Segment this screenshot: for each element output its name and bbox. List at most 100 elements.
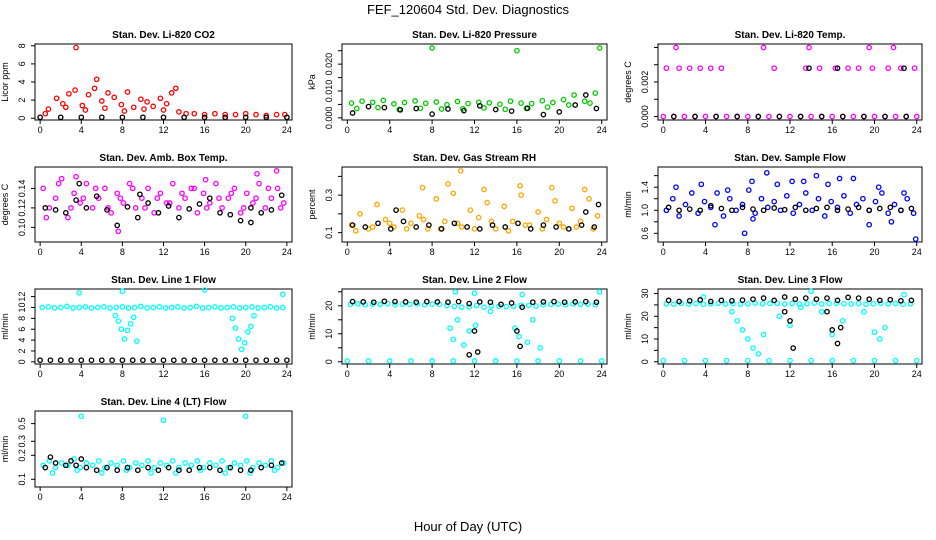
data-point bbox=[834, 207, 841, 214]
data-point bbox=[702, 113, 709, 120]
data-point bbox=[533, 303, 539, 309]
data-point bbox=[551, 298, 557, 305]
data-point bbox=[426, 222, 432, 228]
x-tick-label: 4 bbox=[387, 125, 392, 135]
data-point bbox=[707, 65, 714, 72]
x-tick-label: 4 bbox=[703, 247, 708, 257]
data-point bbox=[730, 300, 736, 307]
data-point bbox=[393, 207, 399, 213]
x-tick-label: 8 bbox=[745, 369, 750, 379]
data-point bbox=[82, 107, 89, 113]
data-series bbox=[665, 294, 915, 351]
data-point bbox=[676, 207, 682, 214]
data-point bbox=[540, 301, 547, 308]
data-point bbox=[43, 214, 50, 221]
data-point bbox=[508, 300, 515, 306]
data-point bbox=[663, 65, 670, 72]
data-point bbox=[815, 195, 822, 202]
x-tick-label: 20 bbox=[241, 492, 251, 502]
y-tick-label: 12 bbox=[17, 292, 27, 302]
data-point bbox=[789, 300, 795, 307]
chart-panel: Stan. Dev. Li-820 Temp. degrees C 0 4 8 12 16 2… bbox=[623, 30, 923, 135]
data-point bbox=[665, 204, 672, 211]
data-point bbox=[419, 184, 426, 191]
data-point bbox=[191, 357, 198, 364]
data-point bbox=[866, 207, 873, 214]
y-tick-label: 0 bbox=[17, 116, 27, 121]
data-point bbox=[93, 193, 100, 200]
data-point bbox=[253, 195, 259, 202]
data-point bbox=[876, 297, 883, 304]
data-point bbox=[187, 304, 194, 311]
x-tick-label: 12 bbox=[785, 125, 795, 135]
data-point bbox=[232, 357, 239, 364]
data-point bbox=[471, 328, 478, 334]
data-point bbox=[52, 207, 59, 213]
data-point bbox=[688, 190, 695, 196]
panel-title: Stan. Dev. Line 4 (LT) Flow bbox=[101, 397, 227, 408]
data-point bbox=[879, 190, 885, 196]
data-point bbox=[166, 200, 173, 206]
y-tick-label: 20 bbox=[640, 311, 650, 321]
data-point bbox=[182, 460, 188, 466]
data-point bbox=[262, 205, 269, 211]
data-point bbox=[911, 65, 918, 72]
data-point bbox=[850, 175, 857, 182]
data-point bbox=[114, 222, 121, 229]
x-tick-label: 12 bbox=[469, 369, 479, 379]
data-point bbox=[829, 327, 836, 333]
data-point bbox=[836, 175, 843, 182]
data-point bbox=[386, 220, 393, 227]
data-point bbox=[255, 305, 261, 311]
data-point bbox=[73, 173, 79, 180]
data-point bbox=[369, 224, 376, 230]
data-point bbox=[273, 111, 280, 118]
data-point bbox=[517, 343, 523, 350]
data-point bbox=[454, 220, 461, 227]
x-tick-label: 16 bbox=[827, 247, 837, 257]
data-point bbox=[433, 196, 440, 202]
data-point bbox=[156, 304, 163, 310]
data-point bbox=[132, 460, 139, 466]
data-series bbox=[42, 180, 285, 229]
data-point bbox=[555, 301, 562, 307]
data-point bbox=[95, 458, 102, 464]
data-point bbox=[796, 201, 803, 208]
data-point bbox=[808, 288, 814, 295]
data-point bbox=[792, 204, 799, 211]
data-point bbox=[137, 191, 143, 198]
data-point bbox=[139, 462, 145, 469]
y-tick-label: 2 bbox=[17, 348, 27, 353]
data-series bbox=[348, 45, 603, 113]
data-point bbox=[519, 304, 526, 311]
data-point bbox=[763, 169, 770, 176]
data-point bbox=[52, 464, 59, 471]
data-point bbox=[860, 195, 866, 202]
data-point bbox=[165, 203, 172, 209]
x-tick-label: 8 bbox=[120, 247, 125, 257]
data-point bbox=[91, 85, 98, 92]
x-tick-label: 0 bbox=[345, 247, 350, 257]
data-point bbox=[445, 181, 451, 187]
data-point bbox=[450, 336, 457, 343]
data-point bbox=[53, 95, 60, 102]
data-point bbox=[438, 226, 445, 232]
data-point bbox=[540, 111, 547, 118]
x-tick-label: 16 bbox=[200, 247, 210, 257]
data-point bbox=[665, 297, 672, 304]
data-point bbox=[464, 224, 470, 230]
data-point bbox=[729, 207, 735, 214]
data-point bbox=[196, 464, 203, 471]
data-point bbox=[237, 467, 244, 474]
data-point bbox=[222, 111, 229, 118]
data-point bbox=[365, 358, 372, 364]
data-point bbox=[518, 100, 524, 106]
data-point bbox=[89, 205, 96, 211]
x-tick-label: 20 bbox=[869, 247, 879, 257]
data-point bbox=[355, 300, 361, 307]
data-point bbox=[787, 322, 793, 329]
data-point bbox=[829, 113, 836, 120]
data-point bbox=[267, 304, 274, 310]
data-point bbox=[806, 44, 812, 51]
data-point bbox=[787, 113, 793, 120]
